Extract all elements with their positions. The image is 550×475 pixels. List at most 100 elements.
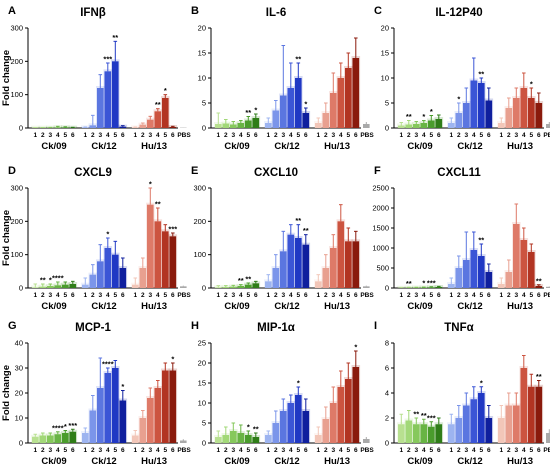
x-tick-label: 6	[354, 132, 358, 139]
y-tick-label: 20	[198, 24, 206, 33]
x-tick-label: 6	[537, 292, 541, 299]
x-tick-label: 5	[163, 447, 167, 454]
significance-label: **	[245, 275, 251, 284]
significance-label: *	[121, 382, 124, 391]
bar	[272, 268, 280, 288]
x-tick-label: 5	[246, 292, 250, 299]
x-tick-label: 1	[266, 447, 270, 454]
x-tick-label: 4	[106, 132, 110, 139]
bar	[428, 426, 435, 443]
bar	[337, 387, 345, 443]
panel-letter: E	[191, 165, 198, 177]
panel-title: IFNβ	[80, 7, 106, 19]
x-tick-label: 6	[304, 447, 308, 454]
x-tick-label-pbs: PBS	[360, 132, 374, 139]
x-tick-label: 2	[274, 292, 278, 299]
x-tick-label: 2	[407, 447, 411, 454]
bar	[89, 274, 97, 288]
significance-label: **	[413, 410, 419, 419]
x-tick-label: 4	[472, 447, 476, 454]
x-tick-label: 2	[507, 447, 511, 454]
significance-label: **	[406, 112, 412, 121]
group-label: Ck/12	[91, 141, 116, 152]
x-tick-label: 5	[296, 132, 300, 139]
bar	[82, 127, 89, 128]
group-label: Ck/09	[407, 456, 432, 467]
bar	[132, 284, 139, 288]
significance-label: *	[171, 355, 174, 364]
x-tick-label: 1	[216, 447, 220, 454]
x-tick-label: 5	[429, 447, 433, 454]
x-tick-label: 5	[429, 132, 433, 139]
group-label: Hu/13	[324, 301, 350, 312]
y-tick-label: 100	[10, 90, 23, 99]
bar	[295, 78, 302, 128]
x-tick-label-pbs: PBS	[360, 447, 374, 454]
panel-title: CXCL11	[437, 167, 481, 179]
bar	[470, 80, 478, 128]
bar	[528, 252, 535, 288]
bar	[237, 123, 245, 128]
significance-label: *	[530, 80, 533, 89]
x-tick-label: 2	[324, 447, 328, 454]
bar	[132, 127, 139, 128]
bar-pbs	[546, 124, 550, 128]
bar	[222, 123, 230, 128]
group-label: Ck/09	[41, 141, 66, 152]
bar	[147, 119, 154, 128]
x-tick-label: 4	[289, 132, 293, 139]
y-tick-label: 15	[381, 49, 389, 58]
bar	[237, 286, 245, 288]
bar	[272, 110, 280, 128]
x-tick-label: 6	[487, 132, 491, 139]
bar	[245, 284, 252, 288]
bar	[315, 435, 322, 443]
significance-label: *	[247, 423, 250, 432]
x-tick-label: 1	[449, 292, 453, 299]
bar	[54, 127, 62, 128]
y-tick-label: 500	[376, 264, 389, 273]
x-tick-label: 1	[449, 447, 453, 454]
x-tick-label: 2	[141, 132, 145, 139]
y-tick-label: 2500	[372, 184, 389, 193]
bar	[535, 386, 543, 443]
bar	[513, 98, 520, 128]
x-tick-label: 4	[289, 292, 293, 299]
x-tick-label: 5	[63, 292, 67, 299]
x-tick-label: 2	[507, 132, 511, 139]
x-tick-label: 3	[231, 447, 235, 454]
x-tick-label: 6	[254, 292, 258, 299]
y-axis-label: Fold change	[1, 365, 12, 421]
x-tick-label: 3	[231, 292, 235, 299]
bar	[322, 268, 330, 288]
bar	[280, 95, 287, 128]
x-tick-label: 1	[316, 447, 320, 454]
panel-letter: B	[191, 5, 199, 17]
x-tick-label: 4	[339, 447, 343, 454]
panel-letter: D	[8, 165, 16, 177]
panel-title: CXCL9	[74, 167, 112, 179]
x-tick-label: 3	[331, 447, 335, 454]
y-tick-label: 0	[202, 284, 206, 293]
x-tick-label: 3	[331, 132, 335, 139]
x-tick-label: 6	[437, 447, 441, 454]
x-tick-label: 6	[304, 292, 308, 299]
significance-label: *	[354, 343, 357, 352]
bar	[82, 284, 89, 288]
x-tick-label: 6	[171, 447, 175, 454]
y-tick-label: 15	[198, 49, 206, 58]
bar	[345, 379, 352, 443]
bar	[463, 405, 470, 443]
significance-label: **	[155, 100, 161, 109]
bar	[280, 251, 287, 288]
bar-pbs	[546, 286, 550, 288]
bar	[485, 272, 493, 288]
bar	[147, 398, 154, 443]
significance-label: **	[536, 372, 542, 381]
bar-halo	[31, 125, 40, 128]
y-tick-label: 0	[19, 124, 23, 133]
x-tick-label: 1	[83, 447, 87, 454]
bar	[89, 125, 97, 128]
